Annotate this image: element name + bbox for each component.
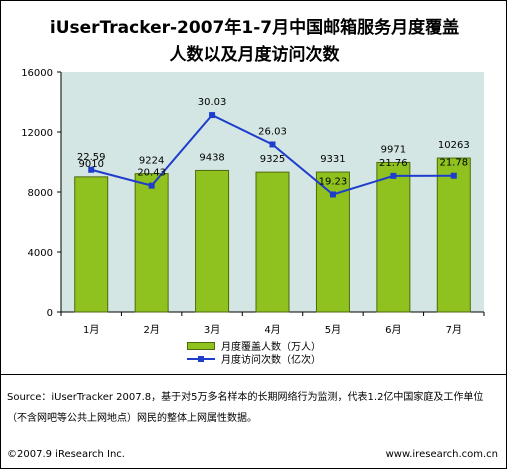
copyright: ©2007.9 iResearch Inc.: [7, 449, 125, 460]
chart-title-line2: 人数以及月度访问次数: [169, 45, 340, 65]
line-value-label: 20.43: [137, 168, 166, 179]
line-value-label: 21.76: [379, 158, 408, 169]
line-point: [88, 166, 95, 173]
chart-svg: 0 4000 8000 12000 16000 1月 2月 3月 4月 5月 6月 7月 9010 92…: [21, 68, 485, 336]
legend-label-coverage: 月度覆盖人数（万人）: [221, 342, 321, 353]
line-point: [209, 112, 216, 119]
bar-value-label: 9971: [381, 144, 406, 155]
bar: [195, 169, 230, 313]
bar-value-label: 9224: [139, 156, 164, 167]
line-value-label: 21.78: [439, 158, 468, 169]
y-tick-label: 12000: [21, 128, 53, 139]
y-tick-label: 16000: [21, 68, 53, 79]
line-value-label: 22.59: [77, 152, 106, 163]
x-tick-label: 2月: [143, 324, 159, 336]
bar: [436, 157, 471, 313]
line-point: [329, 191, 336, 198]
line-point: [269, 141, 276, 148]
visits-line-series: [88, 112, 457, 198]
legend-item-coverage: 月度覆盖人数（万人）: [187, 339, 321, 353]
x-tick-label: 7月: [446, 324, 462, 336]
divider: [1, 374, 506, 375]
line-point: [148, 182, 155, 189]
bar: [376, 161, 411, 313]
y-tick-label: 8000: [28, 188, 53, 199]
legend-label-visits: 月度访问次数（亿次）: [221, 355, 321, 366]
legend-line-swatch: [187, 355, 215, 363]
legend: 月度覆盖人数（万人） 月度访问次数（亿次）: [187, 339, 321, 366]
legend-item-visits: 月度访问次数（亿次）: [187, 352, 321, 366]
data-labels: 9010 9224 9438 9325 9331 9971 10263 22.59 20.43 3…: [77, 97, 470, 187]
bar-value-label: 10263: [438, 140, 470, 151]
website-link[interactable]: www.iresearch.com.cn: [385, 449, 498, 460]
x-tick-label: 1月: [83, 324, 99, 336]
x-tick-label: 3月: [204, 324, 220, 336]
bar: [255, 171, 290, 313]
bar-value-label: 9010: [78, 159, 103, 170]
line-value-label: 26.03: [258, 126, 287, 137]
bar: [315, 171, 350, 313]
bar: [74, 176, 109, 313]
line-value-label: 30.03: [198, 97, 227, 108]
x-tick-label: 4月: [264, 324, 280, 336]
line-point: [450, 172, 457, 179]
legend-bar-swatch: [187, 341, 215, 350]
y-tick-label: 4000: [28, 248, 53, 259]
line-point: [390, 172, 397, 179]
bar-value-label: 9325: [260, 154, 285, 165]
bar-value-label: 9331: [320, 154, 345, 165]
x-tick-label: 6月: [385, 324, 401, 336]
bars: [74, 157, 471, 313]
source-note: Source：iUserTracker 2007.8，基于对5万多名样本的长期网…: [7, 392, 484, 424]
y-tick-label: 0: [47, 308, 53, 319]
line-value-label: 19.23: [319, 176, 348, 187]
axes: 0 4000 8000 12000 16000 1月 2月 3月 4月 5月 6月 7月: [21, 68, 485, 336]
bar-value-label: 9438: [199, 152, 224, 163]
chart-title-line1: iUserTracker-2007年1-7月中国邮箱服务月度覆盖: [49, 18, 460, 38]
bar: [134, 173, 169, 313]
x-tick-label: 5月: [325, 324, 341, 336]
